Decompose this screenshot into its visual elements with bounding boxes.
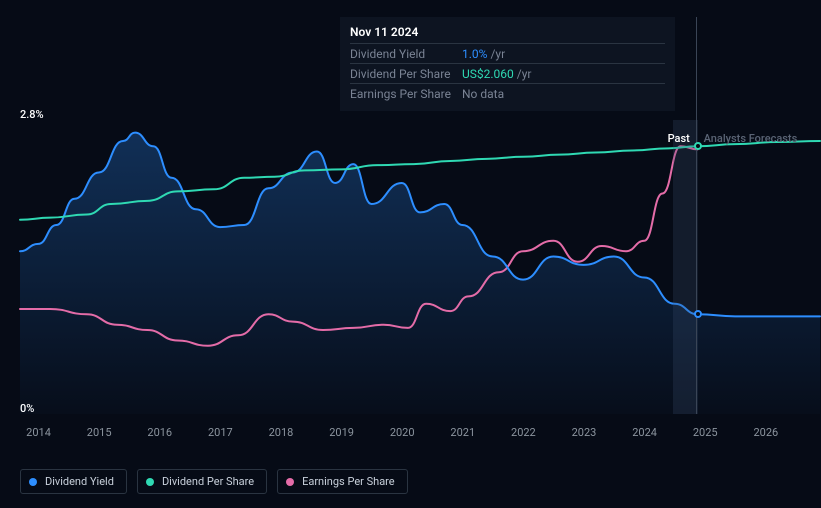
dividend-yield-marker	[694, 310, 702, 318]
tooltip-row-label: Dividend Per Share	[350, 67, 462, 81]
tooltip-row-unit: /yr	[517, 67, 532, 81]
tooltip-row-value: 1.0%	[462, 47, 487, 61]
hover-band	[673, 120, 697, 414]
tooltip-date: Nov 11 2024	[350, 23, 665, 43]
past-label: Past	[668, 132, 690, 145]
dividend-yield-area	[20, 133, 820, 414]
tooltip-row-value: No data	[462, 87, 504, 101]
tooltip-row: Dividend Yield1.0%/yr	[350, 43, 665, 63]
tooltip-row: Dividend Per ShareUS$2.060/yr	[350, 63, 665, 83]
tooltip-row-label: Dividend Yield	[350, 47, 462, 61]
chart-container: 2.8% 0% 20142015201620172018201920202021…	[0, 0, 821, 508]
forecast-label: Analysts Forecasts	[704, 132, 798, 145]
tooltip-row-value: US$2.060	[462, 67, 514, 81]
dividend-per-share-marker	[694, 142, 702, 150]
tooltip-row: Earnings Per ShareNo data	[350, 83, 665, 103]
hover-line	[696, 17, 697, 414]
tooltip-row-label: Earnings Per Share	[350, 87, 462, 101]
tooltip-row-unit: /yr	[490, 47, 505, 61]
tooltip: Nov 11 2024 Dividend Yield1.0%/yrDividen…	[340, 17, 675, 111]
